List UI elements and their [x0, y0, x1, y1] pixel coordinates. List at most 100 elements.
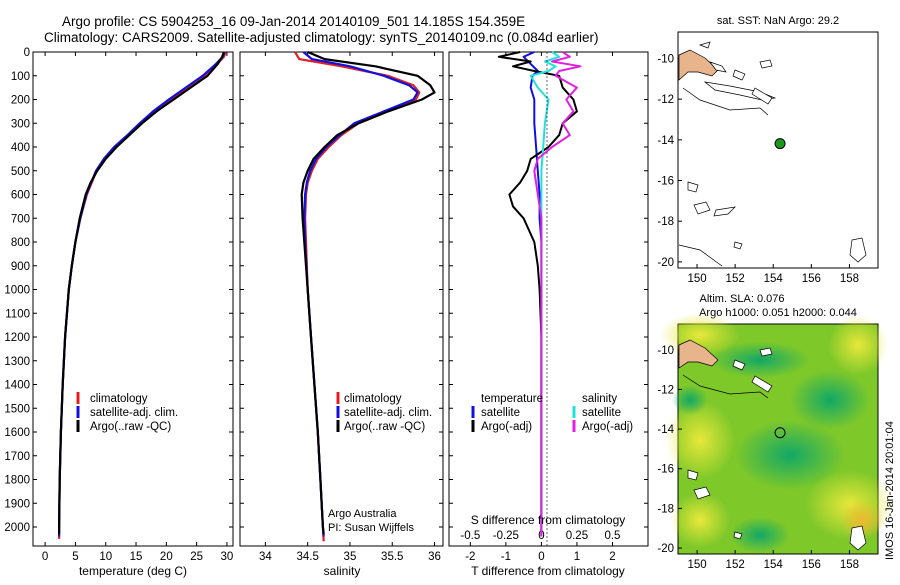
- sla-coastline: [678, 339, 867, 551]
- sst-argo-position-marker: [774, 138, 786, 150]
- y-tick-label: 200: [11, 95, 30, 107]
- argo-australia-note: Argo Australia: [328, 508, 397, 520]
- map-x-tick-label: 150: [687, 559, 706, 571]
- x-tick-label: 5: [72, 551, 78, 563]
- difference-panel: -2 -1 0 1 2-0.5 -0.25 0 0.25 0.5 T difference fr…: [448, 51, 649, 578]
- legend-salinity-title: salinity: [582, 393, 617, 405]
- series-line-argo-raw-qc-: [57, 51, 225, 535]
- sst-map-title: sat. SST: NaN Argo: 29.2: [717, 15, 839, 27]
- legend-clim-label: climatology: [344, 393, 402, 405]
- y-tick-label: 1800: [4, 475, 30, 487]
- sst-map-panel: sat. SST: NaN Argo: 29.2 150 152 154 156 158…: [657, 15, 879, 285]
- series-line-t-argo-adj-: [497, 51, 578, 537]
- legend-argo-label: Argo(..raw -QC): [344, 421, 425, 433]
- map-x-tick-label: 158: [840, 559, 859, 571]
- x-tick-label: 10: [99, 551, 112, 563]
- y-tick-label: 700: [11, 213, 30, 225]
- y-tick-label: 1400: [4, 380, 30, 392]
- y-tick-label: 1300: [4, 356, 30, 368]
- y-tick-label: 1100: [5, 308, 30, 320]
- difference-plot-frame: [448, 51, 649, 547]
- temperature-legend: climatology satellite-adj. clim. Argo(..…: [76, 392, 178, 433]
- series-line-climatology: [294, 51, 421, 542]
- x-tick-top-label: 0.25: [566, 530, 588, 542]
- sla-map-panel: Altim. SLA: 0.076 Argo h1000: 0.051 h200…: [657, 293, 895, 571]
- x-tick-top-label: -0.5: [460, 530, 480, 542]
- sla-color-field: [660, 313, 895, 553]
- x-tick-label: -2: [465, 551, 475, 563]
- legend-argo-label: Argo(..raw -QC): [90, 421, 171, 433]
- x-tick-label: 15: [130, 551, 143, 563]
- x-tick-label: 34.5: [296, 551, 318, 563]
- map-y-tick-label: -12: [657, 94, 674, 106]
- legend-temperature-title: temperature: [481, 393, 543, 405]
- legend-clim-label: climatology: [90, 393, 148, 405]
- sla-map-title-line-1: Altim. SLA: 0.076: [700, 293, 785, 305]
- y-tick-label: 1700: [4, 451, 30, 463]
- pi-note: PI: Susan Wijffels: [328, 522, 414, 534]
- x-tick-label: 2: [609, 551, 615, 563]
- y-tick-label: 0: [24, 47, 30, 59]
- series-line-climatology: [57, 51, 227, 539]
- header-line-1: Argo profile: CS 5904253_16 09-Jan-2014 …: [62, 14, 525, 29]
- temperature-panel: 0100200300400500600700800900100011001200…: [4, 47, 234, 578]
- x-tick-label: 0: [538, 551, 544, 563]
- y-tick-label: 300: [11, 118, 30, 130]
- map-x-tick-label: 156: [802, 559, 821, 571]
- y-tick-label: 1900: [4, 498, 30, 510]
- legend-s-argo-label: Argo(-adj): [582, 421, 633, 433]
- x-tick-label: 20: [160, 551, 173, 563]
- y-tick-label: 1000: [4, 285, 30, 297]
- map-y-tick-label: -18: [657, 216, 674, 228]
- x-tick-top-label: 0.5: [604, 530, 620, 542]
- temperature-xlabel: temperature (deg C): [79, 564, 187, 578]
- map-x-tick-label: 158: [840, 273, 859, 285]
- series-line-t-satellite: [522, 51, 543, 537]
- series-line-s-argo-adj-: [533, 51, 582, 537]
- difference-xlabel: T difference from climatology: [471, 564, 625, 578]
- sla-argo-position-marker: [774, 427, 786, 439]
- temperature-plot-frame: [32, 51, 234, 547]
- salinity-panel: 34 34.5 35 35.5 36 salinity climatology sate…: [239, 50, 444, 578]
- x-tick-label: -1: [501, 551, 511, 563]
- y-tick-label: 800: [11, 237, 30, 249]
- y-tick-label: 400: [11, 142, 30, 154]
- difference-legend: temperature satellite Argo(-adj) salinit…: [471, 393, 633, 433]
- x-tick-label: 0: [42, 551, 48, 563]
- salinity-xlabel: salinity: [324, 564, 361, 578]
- map-y-tick-label: -16: [657, 176, 674, 188]
- legend-s-sat-label: satellite: [582, 407, 621, 419]
- x-tick-label: 35.5: [381, 551, 403, 563]
- map-y-tick-label: -18: [657, 503, 674, 515]
- salinity-plot-frame: [239, 51, 444, 547]
- map-y-tick-label: -14: [657, 135, 674, 147]
- y-tick-label: 2000: [4, 522, 30, 534]
- series-line-argo-raw-qc-: [300, 50, 436, 535]
- y-tick-label: 1200: [4, 332, 30, 344]
- x-tick-label: 35: [344, 551, 357, 563]
- map-x-tick-label: 154: [764, 273, 784, 285]
- y-tick-label: 500: [11, 166, 30, 178]
- legend-sat-label: satellite-adj. clim.: [344, 407, 432, 419]
- salinity-legend: climatology satellite-adj. clim. Argo(..…: [336, 392, 432, 433]
- x-tick-top-label: -0.25: [493, 530, 519, 542]
- map-y-tick-label: -10: [657, 345, 674, 357]
- legend-sat-label: satellite-adj. clim.: [90, 407, 178, 419]
- map-y-tick-label: -14: [657, 424, 674, 436]
- x-tick-label: 1: [574, 551, 580, 563]
- sla-map-title-line-2: Argo h1000: 0.051 h2000: 0.044: [699, 307, 857, 319]
- map-y-tick-label: -12: [657, 384, 674, 396]
- y-tick-label: 1600: [4, 427, 30, 439]
- header-line-2: Climatology: CARS2009. Satellite-adjuste…: [44, 30, 599, 45]
- map-y-tick-label: -20: [657, 257, 674, 269]
- y-tick-label: 100: [11, 71, 30, 83]
- map-x-tick-label: 152: [726, 559, 745, 571]
- timestamp: IMOS 16-Jan-2014 20:01:04: [884, 421, 896, 560]
- x-tick-label: 34: [259, 551, 272, 563]
- legend-t-argo-label: Argo(-adj): [481, 421, 532, 433]
- y-tick-label: 900: [11, 261, 30, 273]
- map-y-tick-label: -10: [657, 53, 674, 65]
- legend-t-sat-label: satellite: [481, 407, 520, 419]
- difference-xlabel-top: S difference from climatology: [471, 513, 626, 527]
